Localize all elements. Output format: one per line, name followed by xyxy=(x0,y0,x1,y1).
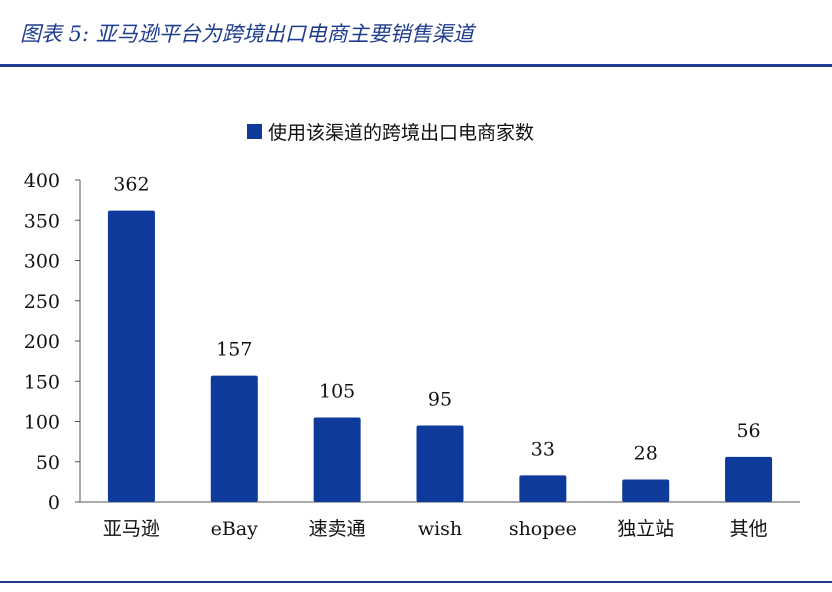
bar xyxy=(416,425,464,502)
data-labels: 362 157 105 95 33 28 56 xyxy=(113,174,760,465)
y-tick-label: 200 xyxy=(24,331,60,353)
bar xyxy=(107,210,155,502)
y-tick-label: 50 xyxy=(36,452,60,474)
x-tick-label: 速卖通 xyxy=(309,518,366,540)
y-tick-label: 0 xyxy=(48,492,60,514)
y-tick-label: 100 xyxy=(24,412,60,434)
bar xyxy=(725,456,773,502)
y-tick-label: 350 xyxy=(24,210,60,232)
bar-value-label: 56 xyxy=(736,420,760,442)
x-tick-label: eBay xyxy=(211,518,259,540)
x-axis: 亚马逊 eBay 速卖通 wish shopee 独立站 其他 xyxy=(80,501,800,540)
bar-value-label: 157 xyxy=(216,339,252,361)
x-tick-label: 其他 xyxy=(730,518,768,540)
y-tick-label: 250 xyxy=(24,291,60,313)
bar-value-label: 95 xyxy=(428,389,452,411)
bottom-rule xyxy=(0,581,832,583)
top-rule xyxy=(0,64,832,67)
legend-label: 使用该渠道的跨境出口电商家数 xyxy=(268,122,534,144)
bar-value-label: 362 xyxy=(113,174,149,196)
y-ticks: 0 50 100 150 200 250 300 350 400 xyxy=(24,170,80,514)
y-tick-label: 150 xyxy=(24,371,60,393)
legend: 使用该渠道的跨境出口电商家数 xyxy=(247,122,534,144)
bar xyxy=(519,475,567,502)
bar-value-label: 28 xyxy=(634,442,658,464)
bar-value-label: 33 xyxy=(531,438,555,460)
y-axis: 0 50 100 150 200 250 300 350 400 xyxy=(24,170,81,514)
x-tick-label: wish xyxy=(418,518,462,540)
bar-value-label: 105 xyxy=(319,380,355,402)
x-tick-labels: 亚马逊 eBay 速卖通 wish shopee 独立站 其他 xyxy=(103,518,768,540)
bar xyxy=(622,479,670,502)
bar xyxy=(210,375,258,502)
x-tick-label: shopee xyxy=(509,518,577,540)
legend-swatch xyxy=(247,124,262,139)
x-tick-label: 亚马逊 xyxy=(103,518,160,540)
bars xyxy=(107,210,773,502)
y-tick-label: 300 xyxy=(24,251,60,273)
y-tick-label: 400 xyxy=(24,170,60,192)
bar xyxy=(313,417,361,502)
figure-title: 图表 5: 亚马逊平台为跨境出口电商主要销售渠道 xyxy=(20,22,474,46)
x-tick-label: 独立站 xyxy=(617,518,674,540)
